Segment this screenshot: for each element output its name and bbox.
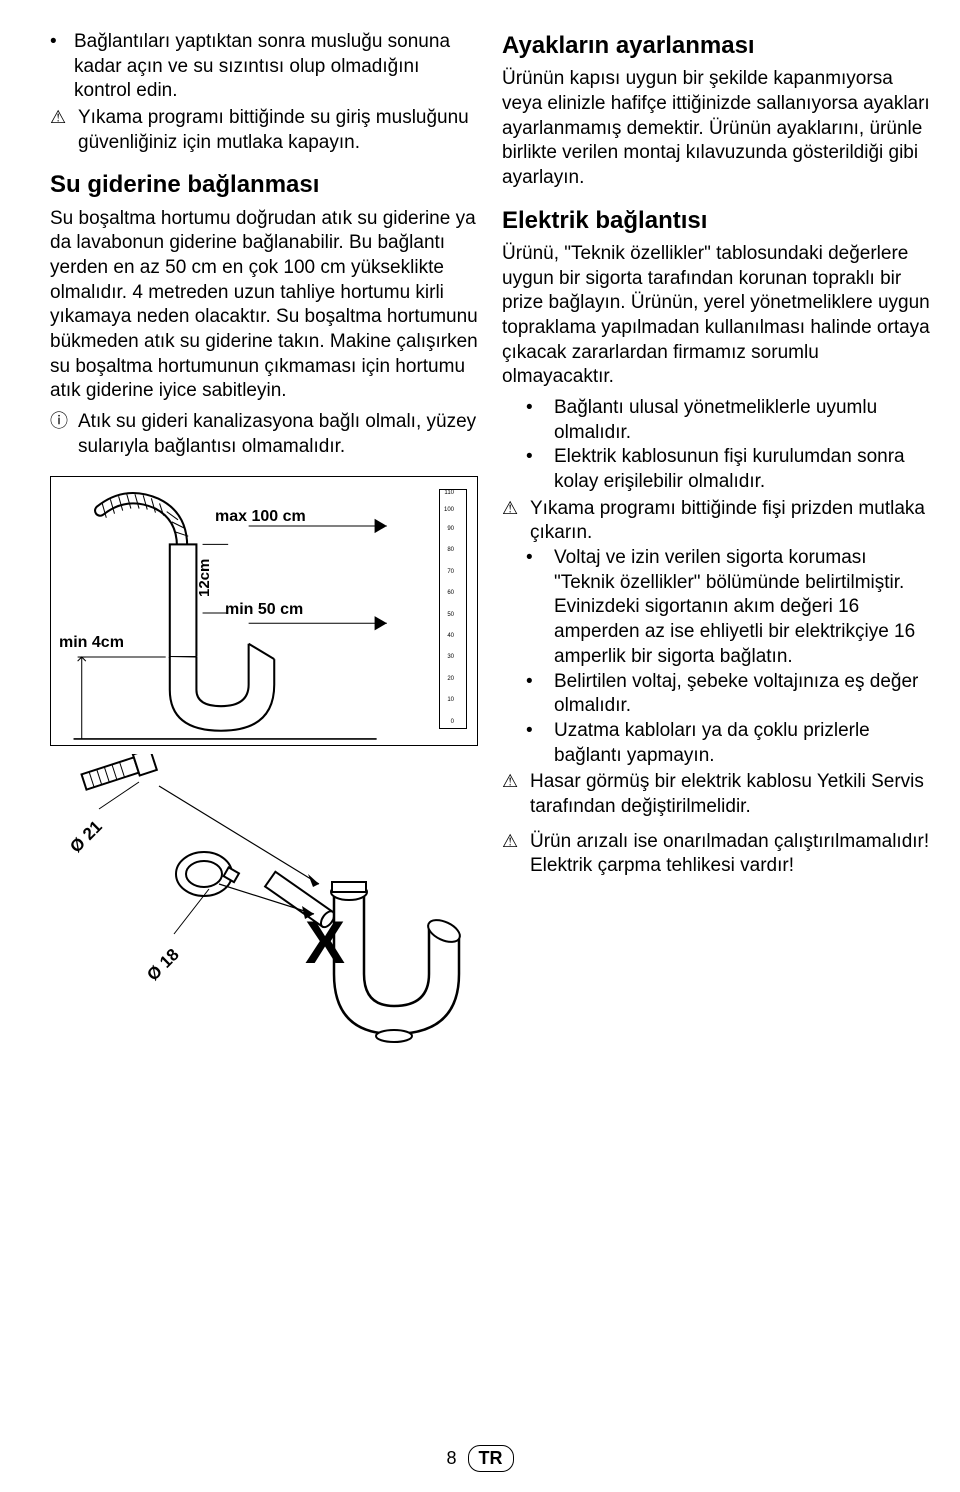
page-columns: • Bağlantıları yaptıktan sonra musluğu s…	[50, 30, 930, 1054]
page-number: 8	[446, 1448, 456, 1468]
page-footer: 8 TR	[0, 1445, 960, 1472]
left-column: • Bağlantıları yaptıktan sonra musluğu s…	[50, 30, 478, 1054]
bullet-mark: •	[526, 445, 554, 494]
language-badge: TR	[468, 1445, 514, 1472]
bullet-text: Voltaj ve izin verilen sigorta koruması …	[554, 546, 930, 669]
right-column: Ayakların ayarlanması Ürünün kapısı uygu…	[502, 30, 930, 1054]
bullet-text: Bağlantıları yaptıktan sonra musluğu son…	[74, 30, 478, 104]
para-drain: Su boşaltma hortumu doğrudan atık su gid…	[50, 207, 478, 405]
warning-icon: ⚠	[502, 830, 530, 879]
drain-diagram-2: Ø 21 Ø 18 X	[50, 754, 478, 1054]
bullet-mark: •	[50, 30, 74, 104]
info-icon: ⓘ	[50, 410, 78, 459]
warning-text: Yıkama programı bittiğinde su giriş musl…	[78, 106, 478, 155]
warning-icon: ⚠	[502, 497, 530, 546]
ruler-0: 0	[451, 719, 454, 727]
bullet-voltage-match: • Belirtilen voltaj, şebeke voltajınıza …	[526, 670, 930, 719]
bullet-national-reg: • Bağlantı ulusal yönetmeliklerle uyumlu…	[526, 396, 930, 445]
ruler-110: 110	[444, 490, 454, 498]
bullet-mark: •	[526, 396, 554, 445]
ruler-100: 100	[444, 507, 454, 515]
warning-damaged-cable: ⚠ Hasar görmüş bir elektrik kablosu Yetk…	[502, 770, 930, 819]
label-max-100cm: max 100 cm	[215, 507, 306, 528]
ruler-80: 80	[447, 547, 454, 555]
warning-text: Yıkama programı bittiğinde fişi prizden …	[530, 497, 930, 546]
bullet-no-extension: • Uzatma kabloları ya da çoklu prizlerle…	[526, 719, 930, 768]
bullet-plug-access: • Elektrik kablosunun fişi kurulumdan so…	[526, 445, 930, 494]
bullet-fuse-16a: • Voltaj ve izin verilen sigorta korumas…	[526, 546, 930, 669]
warning-icon: ⚠	[50, 106, 78, 155]
label-12cm: 12cm	[195, 558, 215, 596]
ruler-40: 40	[447, 633, 454, 641]
ruler-10: 10	[447, 697, 454, 705]
label-min-4cm: min 4cm	[59, 633, 124, 654]
info-text: Atık su gideri kanalizasyona bağlı olmal…	[78, 410, 478, 459]
warning-close-tap: ⚠ Yıkama programı bittiğinde su giriş mu…	[50, 106, 478, 155]
heading-drain-connection: Su giderine bağlanması	[50, 169, 478, 200]
siphon-detail-svg	[50, 754, 478, 1054]
ruler-50: 50	[447, 612, 454, 620]
bullet-mark: •	[526, 546, 554, 669]
bullet-mark: •	[526, 719, 554, 768]
warning-icon: ⚠	[502, 770, 530, 819]
bullet-text: Bağlantı ulusal yönetmeliklerle uyumlu o…	[554, 396, 930, 445]
warning-faulty-product: ⚠ Ürün arızalı ise onarılmadan çalıştırı…	[502, 830, 930, 879]
ruler: 0 10 20 30 40 50 60 70 80 90 100 110	[439, 489, 467, 729]
para-electrical: Ürünü, "Teknik özellikler" tablosundaki …	[502, 242, 930, 390]
warning-text: Ürün arızalı ise onarılmadan çalıştırılm…	[530, 830, 930, 879]
diagram-inner: max 100 cm min 50 cm min 4cm 12cm 0 10 2…	[57, 485, 471, 741]
ruler-90: 90	[447, 526, 454, 534]
bullet-text: Uzatma kabloları ya da çoklu prizlerle b…	[554, 719, 930, 768]
para-feet: Ürünün kapısı uygun bir şekilde kapanmıy…	[502, 67, 930, 190]
warning-text: Hasar görmüş bir elektrik kablosu Yetkil…	[530, 770, 930, 819]
ruler-60: 60	[447, 590, 454, 598]
ruler-30: 30	[447, 655, 454, 663]
bullet-mark: •	[526, 670, 554, 719]
label-min-50cm: min 50 cm	[225, 600, 303, 621]
bullet-connection-check: • Bağlantıları yaptıktan sonra musluğu s…	[50, 30, 478, 104]
ruler-70: 70	[447, 569, 454, 577]
heading-feet-adjust: Ayakların ayarlanması	[502, 30, 930, 61]
heading-electrical: Elektrik bağlantısı	[502, 205, 930, 236]
label-x: X	[305, 904, 345, 982]
bullet-text: Elektrik kablosunun fişi kurulumdan sonr…	[554, 445, 930, 494]
drain-diagram-1: max 100 cm min 50 cm min 4cm 12cm 0 10 2…	[50, 476, 478, 746]
bullet-text: Belirtilen voltaj, şebeke voltajınıza eş…	[554, 670, 930, 719]
ruler-20: 20	[447, 676, 454, 684]
info-sewer: ⓘ Atık su gideri kanalizasyona bağlı olm…	[50, 410, 478, 459]
warning-unplug: ⚠ Yıkama programı bittiğinde fişi prizde…	[502, 497, 930, 546]
